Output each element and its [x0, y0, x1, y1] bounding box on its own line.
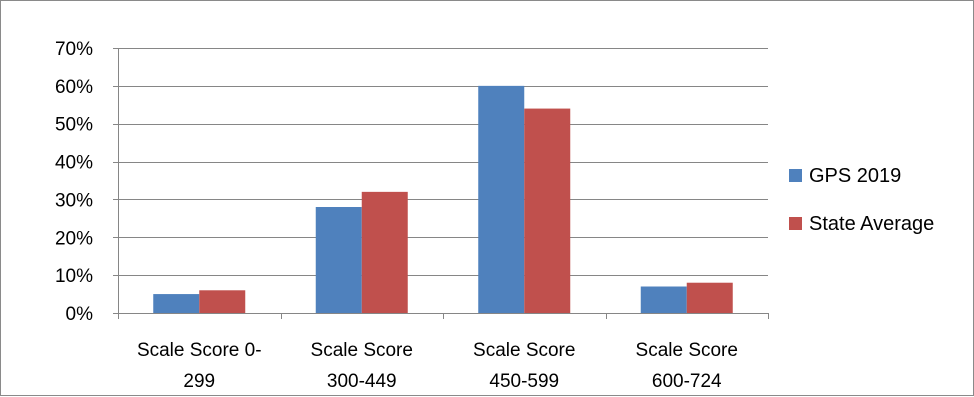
y-tick-labels: 0% 10% 20% 30% 40% 50% 60% 70% — [55, 39, 93, 325]
x-tick-label: 600-724 — [652, 371, 722, 392]
legend-swatch — [789, 217, 802, 230]
bar-gps-2019 — [640, 286, 687, 313]
legend-label: GPS 2019 — [809, 165, 901, 187]
y-tick-label: 10% — [55, 266, 93, 287]
x-tick-label: Scale Score — [473, 340, 575, 361]
bars — [153, 85, 733, 313]
y-tick-label: 70% — [55, 39, 93, 60]
legend: GPS 2019 State Average — [789, 165, 934, 235]
bar-gps-2019 — [478, 85, 525, 313]
y-tick-label: 30% — [55, 190, 93, 211]
x-tick-labels: Scale Score 0- 299 Scale Score 300-449 Scale… — [137, 340, 738, 392]
x-tick-label: Scale Score 0- — [137, 340, 262, 361]
x-tick-label: Scale Score — [311, 340, 413, 361]
axes — [113, 48, 769, 319]
x-tick-label: 450-599 — [489, 371, 559, 392]
y-tick-label: 20% — [55, 228, 93, 249]
gridlines — [118, 48, 768, 276]
legend-swatch — [789, 169, 802, 182]
bar-gps-2019 — [153, 294, 200, 313]
y-tick-label: 0% — [66, 304, 94, 325]
y-tick-label: 60% — [55, 77, 93, 98]
x-tick-label: Scale Score — [636, 340, 738, 361]
bar-state-average — [199, 290, 246, 313]
x-tick-label: 300-449 — [327, 371, 397, 392]
bar-state-average — [686, 282, 733, 313]
y-tick-label: 40% — [55, 153, 93, 174]
bar-state-average — [524, 108, 571, 313]
x-tick-label: 299 — [183, 371, 215, 392]
bar-state-average — [361, 191, 408, 313]
legend-label: State Average — [809, 213, 934, 235]
bar-gps-2019 — [315, 207, 362, 313]
y-tick-label: 50% — [55, 115, 93, 136]
